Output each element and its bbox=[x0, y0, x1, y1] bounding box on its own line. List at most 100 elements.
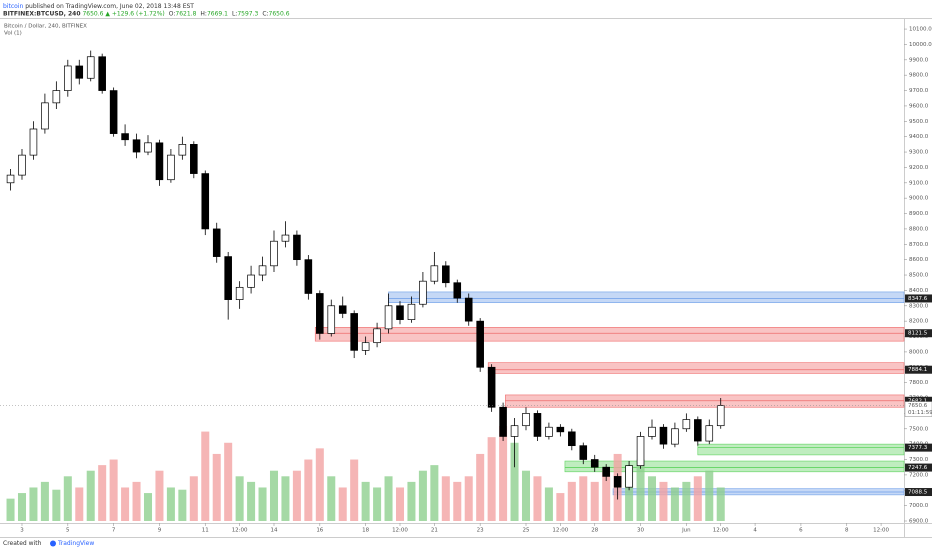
x-tick-label: 12:00 bbox=[552, 528, 568, 534]
y-tick-label: 7200.0 bbox=[909, 472, 929, 478]
symbol: BITFINEX:BTCUSD, 240 bbox=[3, 10, 81, 17]
volume-bar bbox=[384, 476, 393, 521]
candle-body bbox=[270, 240, 278, 267]
zone bbox=[314, 327, 905, 342]
volume-bar bbox=[533, 476, 542, 521]
volume-bar bbox=[86, 470, 95, 521]
ohlc-key: O: bbox=[169, 10, 176, 17]
volume-bar bbox=[499, 426, 508, 521]
y-tick-label: 9700.0 bbox=[909, 88, 929, 94]
zone-price-label: 8121.5 bbox=[908, 331, 928, 337]
ohlc-key: H: bbox=[200, 10, 207, 17]
candle-body bbox=[694, 419, 702, 442]
candle-body bbox=[487, 366, 496, 408]
y-tick-label: 7500.0 bbox=[909, 426, 929, 432]
y-tick-label: 9100.0 bbox=[909, 180, 929, 186]
candle-body bbox=[338, 305, 347, 314]
candle-body bbox=[716, 405, 725, 427]
zone-price-box bbox=[905, 463, 932, 472]
x-tick-label: 30 bbox=[637, 528, 644, 534]
candle-body bbox=[224, 256, 232, 300]
volume-bar bbox=[132, 481, 141, 521]
volume-bar bbox=[29, 487, 38, 521]
volume-bar bbox=[75, 487, 84, 521]
volume-bar bbox=[625, 465, 634, 521]
y-tick-label: 8700.0 bbox=[909, 242, 929, 248]
volume-bar bbox=[373, 487, 382, 521]
ohlc-value: 7621.8 bbox=[175, 10, 196, 17]
ohlc-value: 7669.1 bbox=[207, 10, 228, 17]
footer-logo[interactable]: TradingView bbox=[57, 540, 94, 547]
candle-body bbox=[98, 56, 106, 91]
x-tick-label: 7 bbox=[112, 528, 116, 534]
zone-price-box bbox=[905, 294, 932, 303]
x-tick-label: 25 bbox=[522, 528, 529, 534]
x-tick-label: 3 bbox=[20, 528, 24, 534]
y-tick-label: 10000.0 bbox=[909, 42, 932, 48]
candle-body bbox=[648, 426, 656, 437]
x-tick-label: 28 bbox=[591, 528, 598, 534]
candle-body bbox=[568, 431, 576, 447]
zone-price-label: 7377.3 bbox=[908, 445, 928, 451]
zone-price-label: 7682.1 bbox=[908, 398, 927, 404]
candle-body bbox=[579, 445, 588, 460]
candle-body bbox=[671, 428, 679, 445]
volume-bar bbox=[395, 487, 405, 521]
volume-bar bbox=[716, 487, 725, 521]
y-tick-label: 9400.0 bbox=[909, 134, 929, 140]
candle-body bbox=[109, 90, 118, 134]
ohlc-key: L: bbox=[232, 10, 237, 17]
x-tick-label: 23 bbox=[477, 528, 484, 534]
volume-bar bbox=[647, 476, 657, 521]
ohlc-key: C: bbox=[262, 10, 268, 17]
volume-bar bbox=[52, 489, 61, 521]
y-tick-label: 9300.0 bbox=[909, 150, 929, 156]
volume-bar bbox=[98, 465, 107, 521]
x-tick-label: 16 bbox=[316, 528, 323, 534]
volume-bar bbox=[579, 476, 588, 521]
volume-bar bbox=[350, 459, 359, 521]
volume-bar bbox=[567, 481, 576, 521]
legend-volume: Vol (1) bbox=[4, 31, 22, 37]
legend-symbol: Bitcoin / Dollar, 240, BITFINEX bbox=[4, 24, 87, 30]
published: published on TradingView.com, June 02, 2… bbox=[25, 3, 194, 10]
zone-price-box bbox=[905, 443, 932, 452]
volume-bar bbox=[453, 481, 462, 521]
volume-bar bbox=[235, 476, 244, 521]
y-tick-label: 10100.0 bbox=[909, 27, 932, 33]
candle-body bbox=[258, 265, 267, 276]
candle-body bbox=[476, 320, 484, 368]
footer-logo-icon bbox=[50, 540, 56, 547]
volume-bar bbox=[143, 493, 153, 521]
header-line: bitcoin published on TradingView.com, Ju… bbox=[3, 3, 194, 10]
x-tick-label: 12:00 bbox=[873, 528, 889, 534]
volume-bar bbox=[109, 459, 118, 521]
candle-body bbox=[384, 305, 393, 330]
y-tick-label: 8300.0 bbox=[909, 303, 929, 309]
y-tick-label: 8600.0 bbox=[909, 257, 929, 263]
y-tick-label: 8500.0 bbox=[909, 273, 929, 279]
header-symbol-line: BITFINEX:BTCUSD, 240 7650.6 ▲ +129.6 (+1… bbox=[3, 10, 290, 17]
volume-bar bbox=[521, 470, 531, 521]
volume-bar bbox=[17, 493, 27, 521]
x-tick-label: 12:00 bbox=[232, 528, 248, 534]
x-tick-label: 4 bbox=[753, 528, 757, 534]
candle-body bbox=[625, 465, 633, 488]
volume-bar bbox=[544, 487, 553, 521]
candle-body bbox=[682, 419, 691, 430]
volume-bar bbox=[155, 470, 164, 521]
candle-body bbox=[212, 228, 221, 257]
candle-body bbox=[522, 413, 530, 427]
y-tick-label: 9500.0 bbox=[909, 119, 929, 125]
volume-bar bbox=[258, 487, 267, 521]
volume-bar bbox=[269, 470, 279, 521]
author[interactable]: bitcoin bbox=[3, 3, 23, 10]
x-tick-label: 5 bbox=[66, 528, 70, 534]
candle-body bbox=[64, 65, 72, 91]
candle-body bbox=[705, 425, 714, 442]
x-tick-label: 12:00 bbox=[392, 528, 408, 534]
volume-bar bbox=[464, 476, 473, 521]
candle-body bbox=[396, 305, 404, 320]
volume-bar bbox=[224, 442, 233, 521]
y-tick-label: 9200.0 bbox=[909, 165, 929, 171]
